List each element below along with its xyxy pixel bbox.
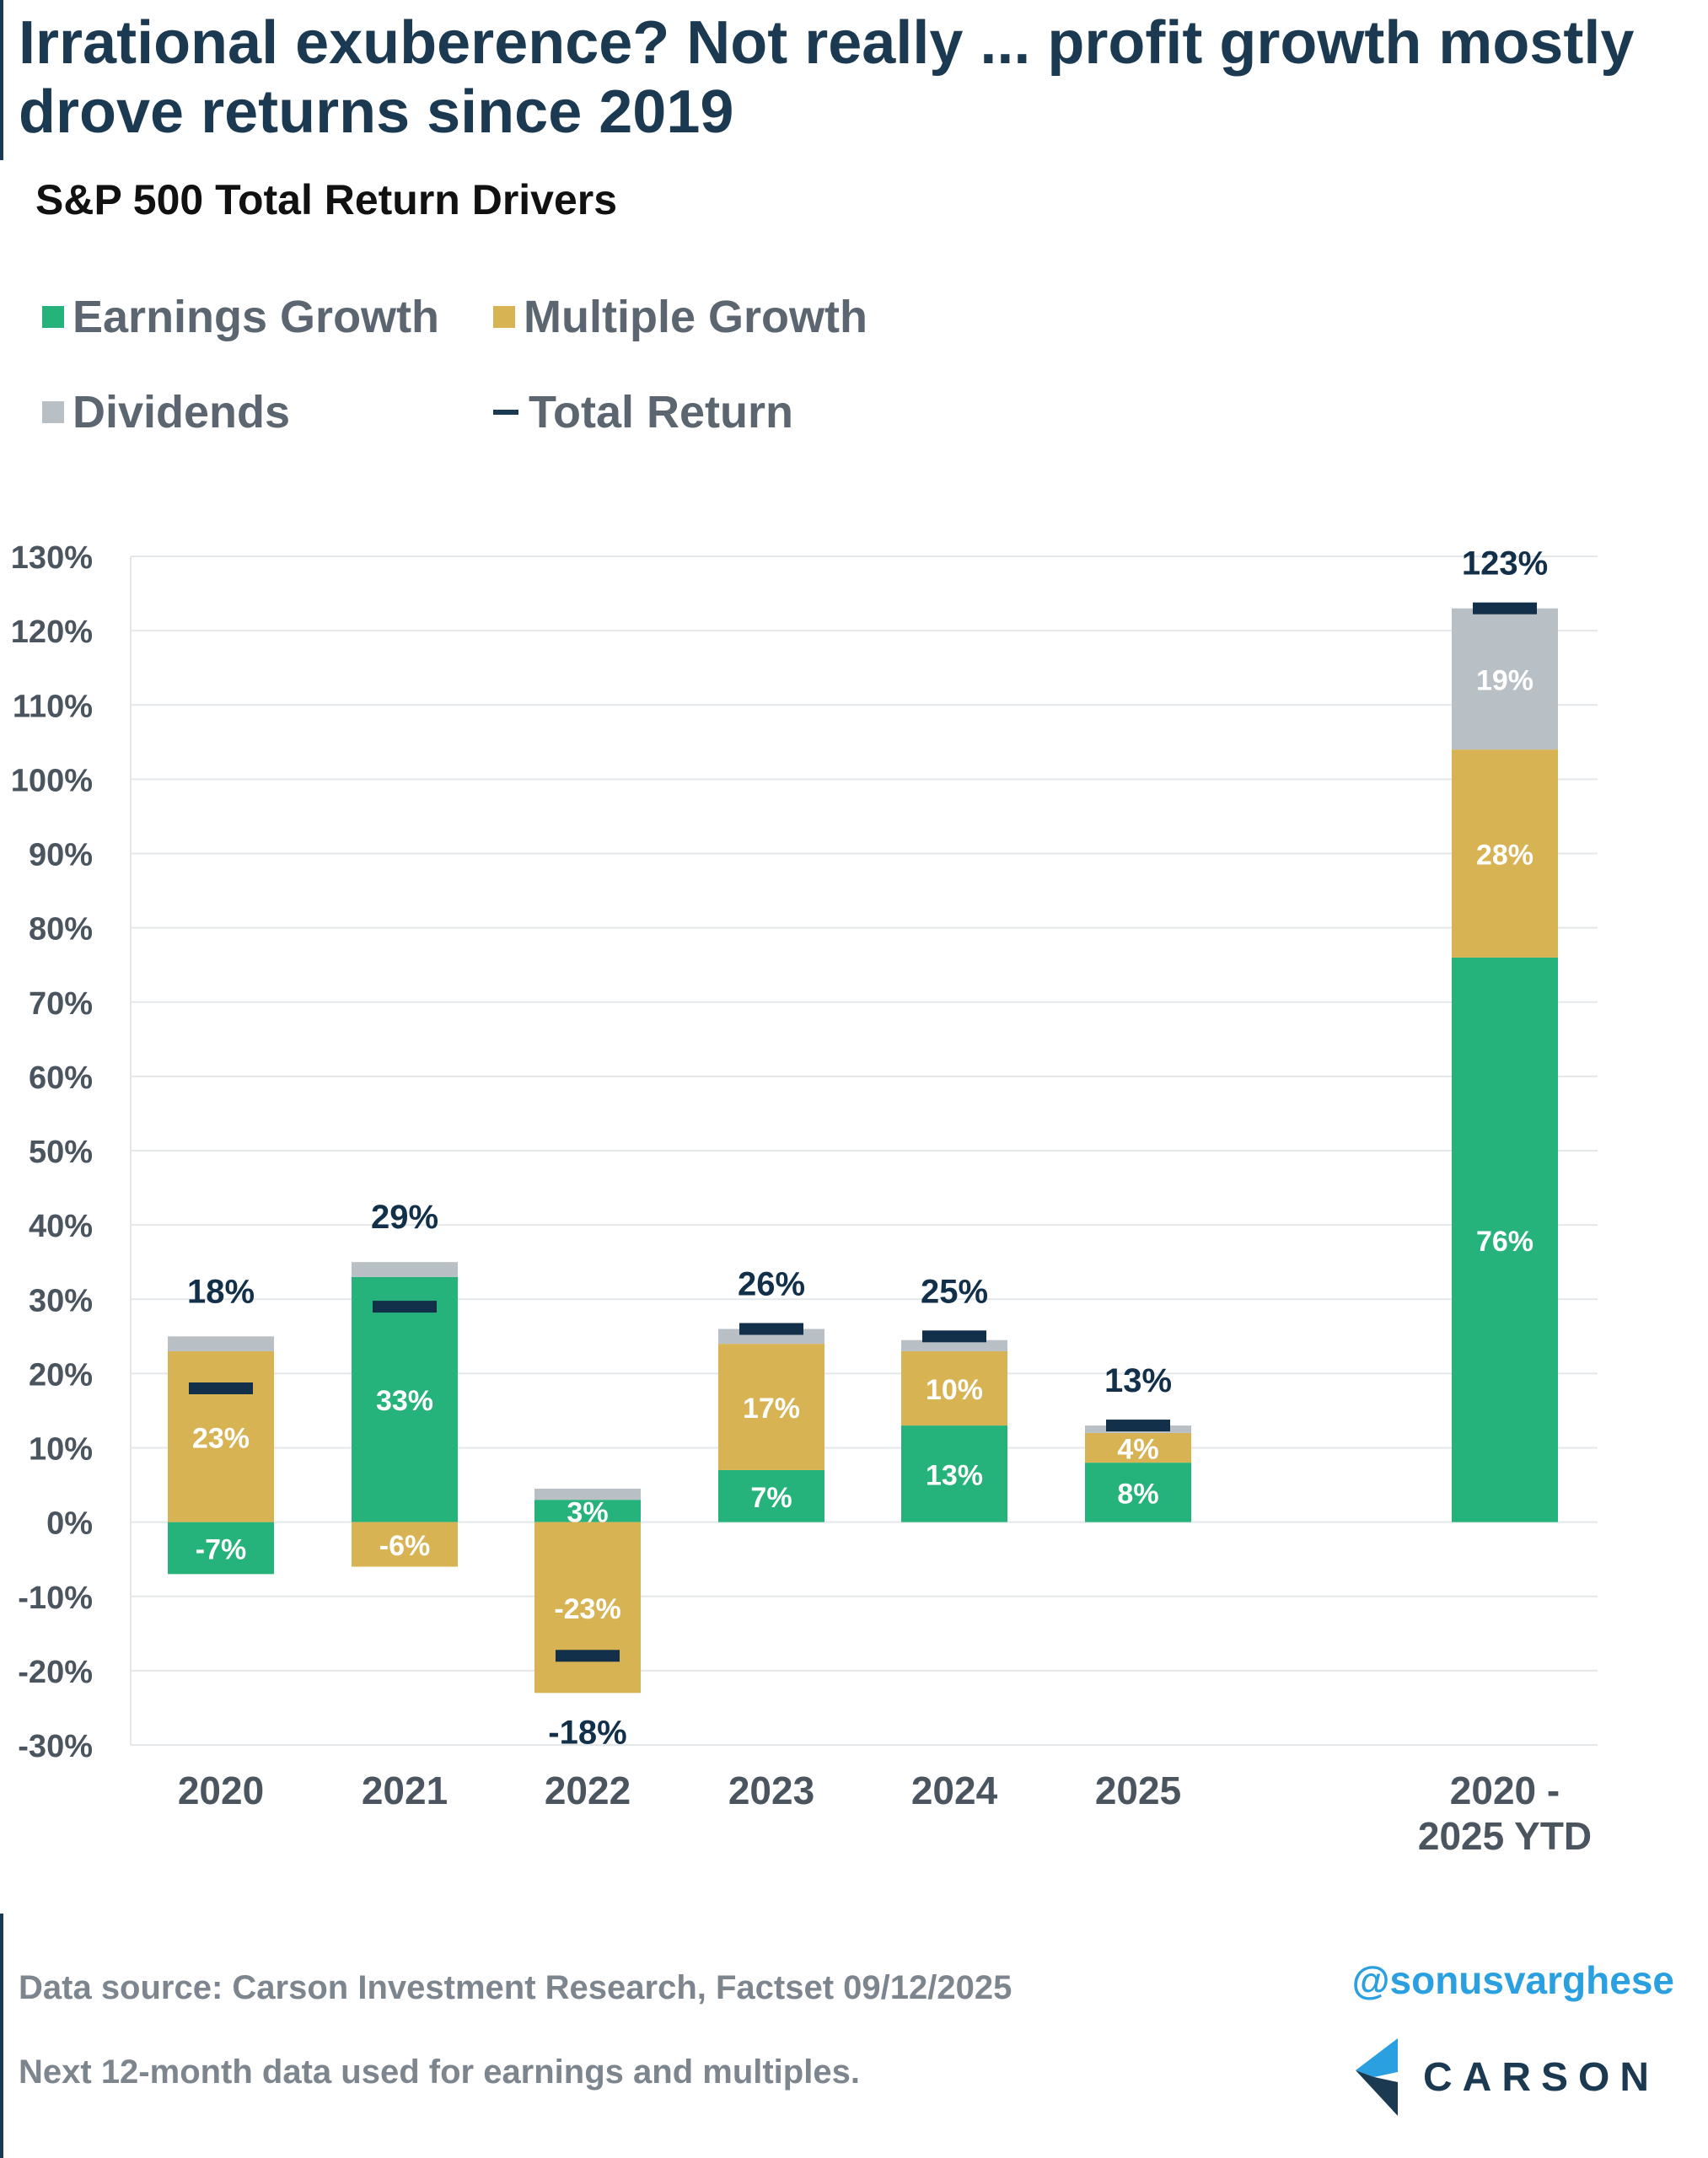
gridlines — [130, 556, 1598, 1746]
x-tick-labels: 2020 2021 2022 2023 2024 2025 2020 -2025 YTD — [178, 1769, 1592, 1858]
bar-multiple — [718, 1344, 824, 1470]
total-return-marker — [922, 1330, 986, 1343]
bar-multiple — [901, 1350, 1007, 1426]
y-tick-label: 40% — [29, 1209, 93, 1244]
total-return-label: 18% — [187, 1273, 255, 1310]
chart-subtitle: S&P 500 Total Return Drivers — [35, 176, 618, 223]
legend-earnings: Earnings Growth — [42, 291, 439, 343]
bar-multiple — [534, 1522, 641, 1694]
bar-earnings — [352, 1276, 458, 1522]
legend-multiple-label: Multiple Growth — [524, 292, 867, 342]
total-return-markers: 18% 29% -18% 26% 25% 13% 123% — [187, 545, 1548, 1752]
y-tick-label: -10% — [18, 1581, 93, 1616]
total-return-marker — [556, 1650, 620, 1662]
legend-earnings-swatch — [42, 306, 64, 328]
x-tick-label: 2022 — [545, 1769, 631, 1812]
bar-earnings-label: -7% — [196, 1533, 246, 1565]
carson-logo-icon — [1356, 2038, 1398, 2116]
y-tick-label: 80% — [29, 912, 93, 947]
bar-dividends — [534, 1488, 641, 1500]
bar-multiple — [1085, 1432, 1191, 1463]
legend-multiple-swatch — [493, 306, 515, 328]
bar-earnings-label: 13% — [926, 1459, 983, 1491]
bar-multiple-label: 28% — [1476, 840, 1533, 872]
y-tick-label: -30% — [18, 1729, 93, 1764]
total-return-marker — [739, 1323, 803, 1335]
carson-logo: CARSON — [1349, 2038, 1659, 2116]
bar-earnings-label: 7% — [750, 1482, 792, 1514]
y-tick-label: 130% — [11, 540, 93, 576]
footnote: Next 12-month data used for earnings and… — [19, 2053, 860, 2091]
chart-title: Irrational exuberence? Not really ... pr… — [19, 9, 1635, 146]
total-return-label: 25% — [921, 1273, 988, 1310]
legend-earnings-label: Earnings Growth — [73, 292, 440, 342]
bar-earnings — [901, 1425, 1007, 1522]
y-tick-label: 30% — [29, 1283, 93, 1318]
x-tick-label: 2025 — [1095, 1769, 1181, 1812]
bar-multiple-label: -6% — [379, 1530, 430, 1562]
y-tick-label: 50% — [29, 1135, 93, 1170]
bar-earnings — [1452, 957, 1558, 1522]
legend-dividends-label: Dividends — [73, 387, 291, 438]
left-accent-line — [0, 0, 3, 160]
y-tick-label: 60% — [29, 1060, 93, 1096]
bar-dividends — [1452, 608, 1558, 750]
legend-total: Total Return — [493, 386, 793, 438]
bar-dividends — [352, 1262, 458, 1277]
legend-total-label: Total Return — [529, 387, 793, 438]
bar-multiple-label: -23% — [554, 1593, 620, 1625]
x-tick-label: 2021 — [362, 1769, 448, 1812]
carson-logo-text: CARSON — [1423, 2054, 1660, 2100]
bar-earnings-label: 76% — [1476, 1226, 1533, 1258]
chart-svg: 130% 120% 110% 100% 90% 80% 70% 60% 50% 40% 30% 20%… — [11, 540, 1598, 1858]
y-tick-label: -20% — [18, 1655, 93, 1690]
x-tick-label: 2020 — [178, 1769, 264, 1812]
bar-earnings — [718, 1469, 824, 1522]
bar-earnings — [534, 1500, 641, 1522]
bar-multiple-label: 23% — [192, 1422, 250, 1454]
total-return-label: 26% — [738, 1266, 805, 1303]
x-tick-label: 2020 -2025 YTD — [1418, 1769, 1592, 1858]
legend-dividends-swatch — [42, 401, 64, 423]
y-tick-label: 110% — [13, 689, 93, 724]
y-tick-label: 10% — [29, 1432, 93, 1468]
left-accent-line-bottom — [0, 1914, 3, 2158]
total-return-marker — [1473, 602, 1537, 615]
bar-dividends-label: 19% — [1476, 664, 1533, 696]
author-handle[interactable]: @sonusvarghese — [1351, 1958, 1674, 2002]
y-tick-label: 0% — [46, 1506, 93, 1542]
total-return-marker — [189, 1382, 253, 1394]
bar-multiple-label: 17% — [743, 1393, 800, 1425]
bar-earnings — [168, 1522, 274, 1575]
bar-dividends — [168, 1336, 274, 1351]
bar-dividends — [901, 1339, 1007, 1351]
legend-total-marker — [493, 410, 518, 415]
total-return-marker — [373, 1301, 437, 1313]
total-return-label: 123% — [1462, 545, 1548, 582]
bar-multiple — [352, 1522, 458, 1567]
legend-dividends: Dividends — [42, 386, 290, 438]
x-tick-label: 2024 — [911, 1769, 998, 1812]
total-return-label: 29% — [371, 1199, 438, 1236]
bar-multiple-label: 4% — [1117, 1434, 1158, 1466]
y-tick-label: 90% — [29, 838, 93, 873]
bar-multiple — [168, 1350, 274, 1522]
bars: -7%23%33%-6%3%-23%7%17%13%10%8%4%76%28%1… — [168, 608, 1558, 1694]
y-tick-label: 100% — [11, 763, 93, 798]
data-source: Data source: Carson Investment Research,… — [19, 1969, 1012, 2006]
bar-earnings-label: 8% — [1117, 1478, 1158, 1510]
bar-earnings — [1085, 1463, 1191, 1522]
bar-multiple — [1452, 749, 1558, 958]
y-tick-labels: 130% 120% 110% 100% 90% 80% 70% 60% 50% 40% 30% 20%… — [11, 540, 93, 1764]
x-tick-label: 2023 — [728, 1769, 814, 1812]
y-tick-label: 20% — [29, 1357, 93, 1393]
y-tick-label: 120% — [11, 615, 93, 650]
total-return-label: 13% — [1104, 1362, 1172, 1399]
y-tick-label: 70% — [29, 986, 93, 1022]
bar-earnings-label: 33% — [376, 1385, 433, 1417]
total-return-label: -18% — [548, 1714, 626, 1751]
total-return-marker — [1106, 1420, 1170, 1432]
bar-multiple-label: 10% — [926, 1374, 983, 1406]
legend-multiple: Multiple Growth — [493, 291, 867, 343]
